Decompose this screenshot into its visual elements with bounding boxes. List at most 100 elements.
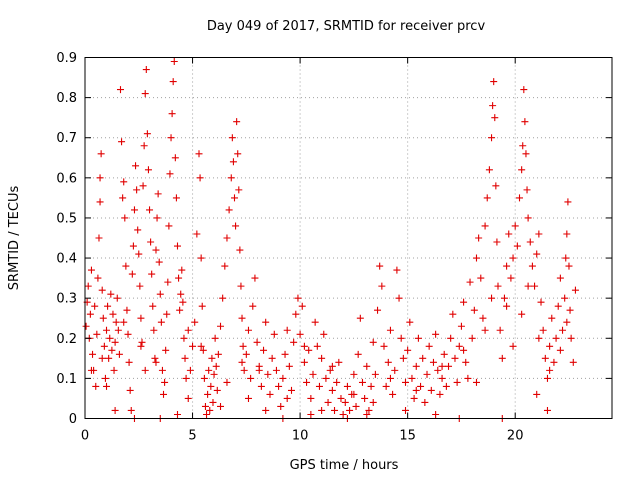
data-point [210, 370, 218, 378]
data-point [156, 290, 164, 298]
data-point [563, 230, 571, 238]
data-point [335, 358, 343, 366]
data-point [535, 230, 543, 238]
data-point [296, 330, 304, 338]
data-point [165, 222, 173, 230]
data-point [513, 242, 521, 250]
data-point [539, 326, 547, 334]
data-point [186, 366, 194, 374]
y-axis-label: SRMTID / TECUs [7, 186, 22, 291]
data-point [417, 382, 425, 390]
data-point [127, 406, 135, 414]
data-point [208, 354, 216, 362]
data-point [524, 214, 532, 222]
data-point [533, 250, 541, 258]
data-points [82, 58, 579, 422]
data-point [406, 318, 414, 326]
x-tick-label: 10 [292, 429, 309, 444]
data-point [419, 354, 427, 362]
data-point [175, 274, 183, 282]
data-point [503, 262, 511, 270]
data-point [455, 342, 463, 350]
data-point [260, 346, 268, 354]
data-point [389, 390, 397, 398]
data-point [197, 342, 205, 350]
data-point [533, 390, 541, 398]
data-point [173, 410, 181, 418]
data-point [326, 366, 334, 374]
data-point [223, 234, 231, 242]
data-point [164, 278, 172, 286]
data-point [177, 290, 185, 298]
data-point [429, 358, 437, 366]
data-point [421, 398, 429, 406]
data-point [277, 402, 285, 410]
data-point [162, 346, 170, 354]
data-point [98, 354, 106, 362]
data-point [136, 282, 144, 290]
data-point [132, 162, 140, 170]
data-point [386, 326, 394, 334]
data-point [214, 350, 222, 358]
data-point [180, 334, 188, 342]
data-point [453, 378, 461, 386]
y-tick-label: 0.2 [56, 332, 77, 347]
data-point [160, 390, 168, 398]
data-point [520, 86, 528, 94]
data-point [234, 150, 242, 158]
data-point [153, 214, 161, 222]
data-point [333, 378, 341, 386]
data-point [283, 326, 291, 334]
data-point [104, 302, 112, 310]
data-point [343, 382, 351, 390]
data-point [550, 358, 558, 366]
data-point [167, 134, 175, 142]
data-point [87, 266, 95, 274]
data-point [556, 274, 564, 282]
data-point [410, 394, 418, 402]
data-point [94, 274, 102, 282]
data-point [89, 350, 97, 358]
data-point [111, 406, 119, 414]
data-point [462, 358, 470, 366]
data-point [562, 254, 570, 262]
data-point [522, 150, 530, 158]
data-point [485, 166, 493, 174]
data-point [489, 102, 497, 110]
data-point [266, 390, 274, 398]
data-point [447, 334, 455, 342]
data-point [434, 366, 442, 374]
data-point [152, 358, 160, 366]
data-point [168, 110, 176, 118]
data-point [155, 258, 163, 266]
data-point [150, 326, 158, 334]
data-point [543, 374, 551, 382]
data-point [571, 286, 579, 294]
data-point [509, 342, 517, 350]
data-point [283, 394, 291, 402]
data-point [170, 58, 178, 66]
data-point [548, 314, 556, 322]
data-point [115, 350, 123, 358]
data-point [86, 310, 94, 318]
data-point [238, 314, 246, 322]
data-point [457, 322, 465, 330]
data-point [157, 318, 165, 326]
data-point [561, 294, 569, 302]
y-tick-label: 0.5 [56, 211, 77, 226]
data-point [142, 66, 150, 74]
data-point [442, 382, 450, 390]
data-point [211, 334, 219, 342]
data-point [217, 402, 225, 410]
data-point [120, 318, 128, 326]
data-point [239, 342, 247, 350]
data-point [126, 386, 134, 394]
data-point [128, 270, 136, 278]
data-point [292, 310, 300, 318]
data-point [92, 382, 100, 390]
data-point [209, 398, 217, 406]
data-point [565, 262, 573, 270]
data-point [507, 274, 515, 282]
